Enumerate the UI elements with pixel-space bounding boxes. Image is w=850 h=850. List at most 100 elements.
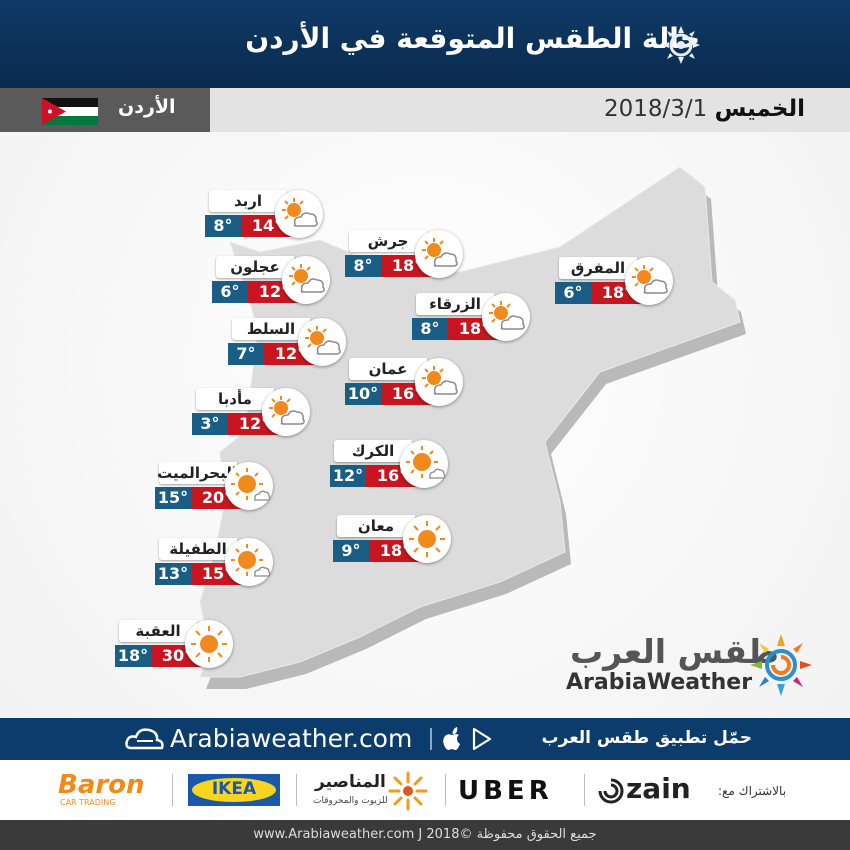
min-temperature: 8° [205, 215, 241, 237]
weather-icon-badge [415, 358, 463, 406]
city-name: السلط [232, 318, 310, 340]
weather-icon-badge [185, 620, 233, 668]
partly-cloudy-icon [422, 238, 458, 267]
min-temperature: 7° [228, 343, 264, 365]
city-forecast: المفرق 6° 18° [555, 257, 685, 315]
arabiaweather-logo-icon [750, 634, 812, 696]
city-name: الطفيلة [159, 538, 237, 560]
weather-icon-badge [298, 318, 346, 366]
baron-logo: Baron CAR TRADING [58, 770, 158, 810]
min-temperature: 6° [555, 282, 591, 304]
zain-swirl-icon [598, 778, 624, 804]
jordan-flag-icon [42, 98, 98, 125]
min-temperature: 8° [412, 318, 448, 340]
google-play-icon[interactable] [472, 728, 492, 750]
sponsors-bar: Baron CAR TRADING IKEA المناصير للزيوت و… [0, 760, 850, 820]
city-forecast: الزرقاء 8° 18° [412, 293, 542, 351]
sunny-small-cloud-icon [406, 446, 446, 479]
city-name: العقبة [119, 620, 197, 642]
min-temperature: 12° [330, 465, 366, 487]
temperature-pair: 6° 12° [212, 281, 300, 303]
weather-icon-badge [282, 256, 330, 304]
ikea-logo: IKEA [188, 774, 280, 806]
divider [172, 774, 173, 806]
country-name: الأردن [118, 96, 176, 118]
baron-wordmark: Baron [58, 770, 145, 800]
min-temperature: 3° [192, 413, 228, 435]
city-forecast: معان 9° 18° [333, 515, 463, 573]
weather-icon-badge [275, 190, 323, 238]
baron-subtitle: CAR TRADING [60, 798, 116, 807]
weather-icon-badge [400, 440, 448, 488]
weather-icon-badge [482, 293, 530, 341]
city-name: مأدبا [196, 388, 274, 410]
min-temperature: 6° [212, 281, 248, 303]
min-temperature: 15° [155, 487, 191, 509]
city-forecast: عمان 10° 16° [345, 358, 475, 416]
date-bar: الأردن الخميس 2018/3/1 [0, 88, 850, 132]
brand-name-arabic: طقس العرب [570, 632, 779, 671]
sunny-icon [409, 521, 445, 557]
weather-icon-badge [225, 462, 273, 510]
weather-icon-badge [403, 515, 451, 563]
sunny-icon [191, 626, 227, 662]
header-bar: حالة الطقس المتوقعة في الأردن [0, 0, 850, 88]
partly-cloudy-icon [632, 265, 668, 294]
sponsors-label: بالاشتراك مع: [718, 784, 787, 798]
city-forecast: البحرالميت 15° 20° [155, 462, 285, 520]
partly-cloudy-icon [269, 396, 305, 425]
partly-cloudy-icon [289, 264, 325, 293]
city-name: عجلون [216, 256, 294, 278]
brand-name-english: ArabiaWeather [566, 670, 753, 695]
sunny-small-cloud-icon [231, 468, 271, 501]
weather-icon-badge [625, 257, 673, 305]
min-temperature: 13° [155, 563, 191, 585]
min-temperature: 8° [345, 255, 381, 277]
zain-logo: zain [598, 772, 708, 808]
city-name: الزرقاء [416, 293, 494, 315]
city-name: البحرالميت [157, 462, 237, 484]
divider [430, 728, 432, 750]
city-forecast: السلط 7° 12° [228, 318, 358, 376]
copyright-text: www.Arabiaweather.com J جميع الحقوق محفو… [253, 827, 597, 842]
city-name: الكرك [334, 440, 412, 462]
zain-wordmark: zain [626, 772, 691, 805]
city-forecast: جرش 8° 18° [345, 230, 475, 288]
forecast-day: الخميس [714, 96, 805, 122]
app-download-bar: Arabiaweather.com حمّل تطبيق طقس العرب [0, 718, 850, 760]
partly-cloudy-icon [282, 198, 318, 227]
city-forecast: مأدبا 3° 12° [192, 388, 322, 446]
city-name: اربد [209, 190, 287, 212]
min-temperature: 9° [333, 540, 369, 562]
city-name: عمان [349, 358, 427, 380]
weather-icon-badge [415, 230, 463, 278]
almanaseer-subtitle: للزيوت والمحروقات [313, 796, 388, 806]
min-temperature: 18° [115, 645, 151, 667]
divider [296, 774, 297, 806]
partly-cloudy-icon [422, 366, 458, 395]
sunny-small-cloud-icon [231, 544, 271, 577]
forecast-date: الخميس 2018/3/1 [604, 96, 805, 122]
weather-icon-badge [262, 388, 310, 436]
city-name: جرش [349, 230, 427, 252]
divider [584, 774, 585, 806]
city-name: المفرق [559, 257, 637, 279]
partly-cloudy-icon [305, 326, 341, 355]
country-panel: الأردن [0, 88, 210, 132]
weather-icon-badge [225, 538, 273, 586]
partly-cloudy-icon [489, 301, 525, 330]
page-title: حالة الطقس المتوقعة في الأردن [245, 22, 700, 55]
website-link[interactable]: Arabiaweather.com [170, 724, 413, 753]
apple-store-icon[interactable] [442, 727, 462, 751]
ikea-oval [192, 778, 276, 802]
arabiaweather-sun-icon [662, 26, 700, 64]
city-forecast: الطفيلة 13° 15° [155, 538, 285, 596]
arabiaweather-cloud-icon [125, 728, 164, 750]
download-app-text: حمّل تطبيق طقس العرب [541, 728, 752, 748]
ikea-wordmark: IKEA [211, 779, 257, 799]
almanaseer-logo: المناصير للزيوت والمحروقات [305, 770, 435, 812]
city-forecast: العقبة 18° 30° [115, 620, 245, 678]
city-forecast: عجلون 6° 12° [212, 256, 342, 314]
city-name: معان [337, 515, 415, 537]
forecast-date-value: 2018/3/1 [603, 96, 708, 122]
